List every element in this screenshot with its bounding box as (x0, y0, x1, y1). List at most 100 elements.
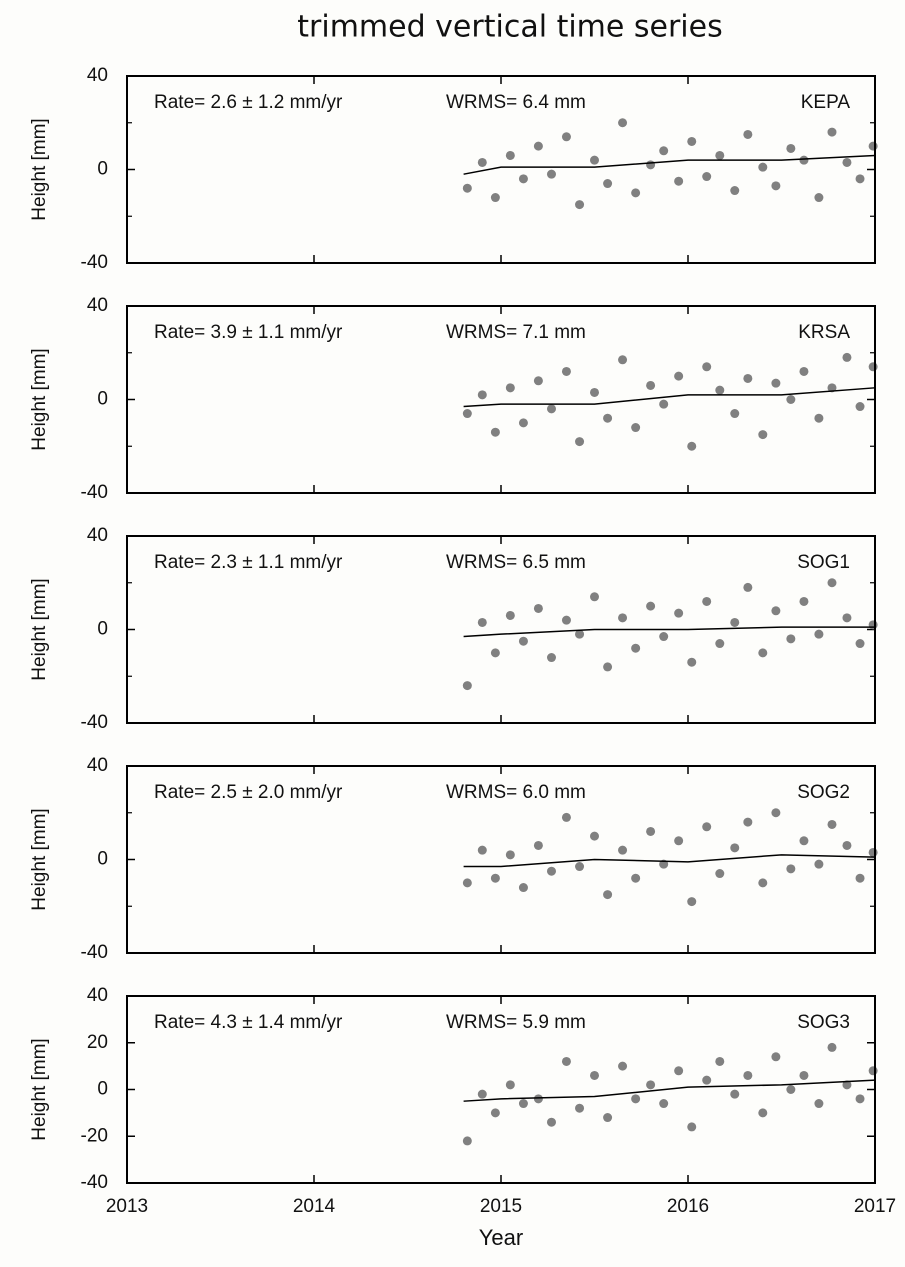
y-tick-label: 20 (87, 1032, 108, 1053)
x-tick-label: 2016 (667, 1196, 709, 1217)
data-point (462, 1136, 472, 1146)
data-point (659, 1099, 669, 1109)
y-tick-label: -40 (81, 482, 108, 503)
plot-frame (126, 75, 876, 264)
data-point (674, 608, 684, 618)
data-point (674, 176, 684, 186)
figure-title: trimmed vertical time series (297, 10, 722, 45)
data-point (631, 1094, 641, 1104)
data-point (730, 843, 740, 853)
data-point (758, 878, 768, 888)
data-point (868, 362, 878, 372)
data-point (546, 866, 556, 876)
data-point (730, 186, 740, 196)
y-axis-label: Height [mm] (29, 118, 50, 220)
y-tick-label: 0 (97, 849, 108, 870)
data-point (618, 355, 628, 365)
data-point (533, 1094, 543, 1104)
data-point (490, 648, 500, 658)
wrms-label: WRMS= 5.9 mm (446, 1012, 586, 1033)
station-label: KRSA (798, 322, 850, 343)
data-point (646, 380, 656, 390)
data-point (505, 850, 515, 860)
trend-line (463, 387, 876, 408)
data-point (646, 601, 656, 611)
data-point (855, 1094, 865, 1104)
plot-frame (126, 995, 876, 1184)
data-point (590, 1070, 599, 1080)
data-point (730, 617, 740, 627)
y-tick-label: 0 (97, 619, 108, 640)
data-point (827, 578, 837, 588)
data-point (855, 402, 865, 412)
data-point (561, 366, 571, 376)
data-point (743, 1070, 753, 1080)
plot-frame (126, 535, 876, 724)
data-point (715, 639, 725, 649)
data-point (786, 1085, 796, 1094)
data-point (827, 819, 837, 829)
data-point (687, 1122, 697, 1132)
data-point (659, 399, 669, 409)
data-point (715, 1056, 725, 1066)
data-point (799, 836, 809, 846)
data-point (518, 1099, 528, 1109)
data-point (799, 155, 809, 165)
y-tick-label: -40 (81, 252, 108, 273)
data-point (477, 1089, 487, 1099)
x-tick-label: 2013 (106, 1196, 148, 1217)
y-axis-label: Height [mm] (29, 348, 50, 450)
data-point (758, 1108, 768, 1118)
data-point (631, 873, 641, 883)
data-point (575, 1103, 585, 1113)
y-tick-label: 0 (97, 159, 108, 180)
data-point (786, 634, 796, 644)
data-point (618, 613, 628, 623)
data-point (687, 657, 697, 667)
data-point (477, 845, 487, 855)
data-point (659, 146, 669, 156)
data-point (505, 150, 515, 160)
data-point (687, 136, 697, 146)
data-point (771, 808, 781, 818)
data-point (490, 1108, 500, 1118)
rate-label: Rate= 4.3 ± 1.4 mm/yr (154, 1012, 343, 1033)
data-point (702, 596, 712, 606)
data-point (868, 620, 878, 630)
data-point (546, 169, 556, 179)
data-point (603, 179, 613, 189)
data-point (575, 629, 585, 639)
data-point (631, 423, 641, 433)
data-point (715, 150, 725, 160)
data-point (462, 409, 472, 419)
data-point (786, 395, 796, 404)
data-point (561, 615, 571, 625)
data-point (462, 183, 472, 193)
data-point (799, 1070, 809, 1080)
data-point (730, 1089, 740, 1099)
data-point (842, 352, 852, 362)
data-point (590, 831, 599, 841)
data-point (743, 373, 753, 383)
y-tick-label: 0 (97, 389, 108, 410)
y-tick-label: -40 (81, 1172, 108, 1193)
data-point (855, 174, 865, 184)
data-point (743, 817, 753, 827)
data-point (771, 181, 781, 191)
data-point (827, 383, 837, 393)
data-point (702, 172, 712, 182)
y-axis-label: Height [mm] (29, 578, 50, 680)
data-point (814, 629, 824, 639)
station-label: SOG1 (797, 552, 850, 573)
station-label: SOG3 (797, 1012, 850, 1033)
data-point (868, 1066, 878, 1076)
trend-line (463, 1079, 876, 1102)
data-point (561, 132, 571, 142)
data-point (771, 606, 781, 616)
data-point (631, 188, 641, 198)
data-point (575, 862, 585, 872)
plot-frame (126, 765, 876, 954)
data-point (618, 845, 628, 855)
plot-frame (126, 305, 876, 494)
data-point (603, 890, 613, 900)
